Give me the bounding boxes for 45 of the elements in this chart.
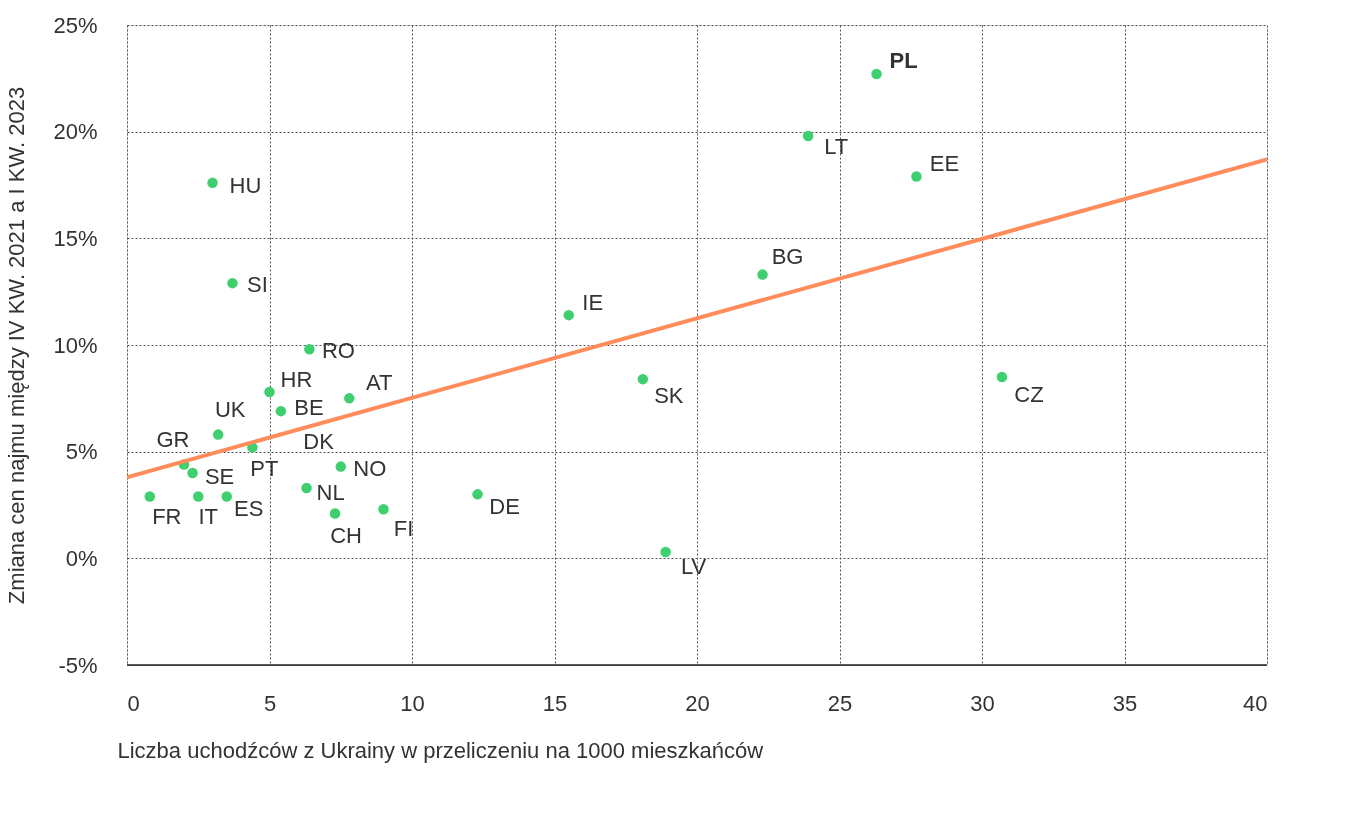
annotation: SI <box>247 272 268 298</box>
annotation: RO <box>321 338 355 364</box>
x-tick-label: 10 <box>400 690 425 716</box>
x-tick-label: 40 <box>1243 690 1268 716</box>
annotation: NO <box>353 455 387 481</box>
x-tick-label: 30 <box>970 690 995 716</box>
y-tick-label: 5% <box>65 439 98 465</box>
annotation: LT <box>824 133 849 159</box>
y-tick-label: 25% <box>53 12 98 38</box>
annotation: SE <box>204 464 235 489</box>
annotation: NL <box>316 479 345 505</box>
annotation: EE <box>929 151 960 177</box>
annotation: SK <box>654 383 684 409</box>
annotation: CH <box>330 522 362 548</box>
annotation: GR <box>156 427 190 453</box>
annotation: ES <box>234 496 264 522</box>
annotation: PL <box>889 48 918 74</box>
annotation: FI <box>393 516 414 542</box>
x-axis-title: Liczba uchodźców z Ukrainy w przeliczeniu na 1000 mieszkańców <box>117 737 764 763</box>
annotation: LV <box>681 553 707 579</box>
x-tick-label: 0 <box>127 690 140 716</box>
annotation: IE <box>582 290 604 316</box>
annotation: AT <box>366 370 393 396</box>
y-tick-label: -5% <box>58 652 98 678</box>
annotation: BE <box>294 395 324 421</box>
annotation: DK <box>303 429 335 455</box>
annotation: CZ <box>1014 382 1044 407</box>
x-tick-label: 35 <box>1112 690 1138 716</box>
annotation: DE <box>489 494 520 520</box>
annotation: FR <box>152 504 182 530</box>
y-tick-label: 20% <box>53 119 98 145</box>
y-tick-label: 15% <box>53 225 98 251</box>
y-axis-title: Zmiana cen najmu między IV KW. 2021 a I KW. 2023 <box>4 86 30 605</box>
annotation: BG <box>771 243 804 269</box>
annotation: HU <box>229 172 262 198</box>
y-tick-label: 0% <box>65 545 98 571</box>
x-tick-label: 20 <box>685 690 710 716</box>
annotation: UK <box>214 396 246 422</box>
y-tick-label: 10% <box>53 332 98 358</box>
annotation: HR <box>280 366 313 392</box>
x-tick-label: 5 <box>263 690 277 716</box>
x-tick-label: 25 <box>827 690 853 716</box>
annotation: PT <box>250 456 279 482</box>
x-tick-label: 15 <box>542 690 568 716</box>
annotation: IT <box>198 504 219 530</box>
